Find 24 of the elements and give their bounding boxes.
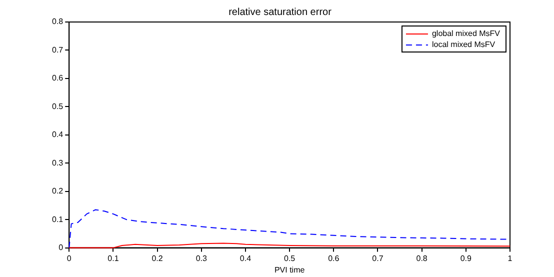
x-tick-label: 0.2: [152, 254, 164, 263]
y-tick-label: 0.3: [52, 158, 64, 168]
x-tick-label: 0.5: [284, 254, 296, 263]
x-tick-label: 0.3: [196, 254, 208, 263]
x-tick-label: 0.7: [372, 254, 384, 263]
x-tick-label: 1: [508, 254, 513, 263]
x-axis-title: PVI time: [274, 265, 306, 274]
y-tick-label: 0.6: [52, 74, 64, 83]
x-tick-label: 0.8: [416, 254, 428, 263]
x-tick-label: 0.1: [108, 254, 120, 263]
legend-label: local mixed MsFV: [432, 40, 496, 50]
chart-title: relative saturation error: [228, 6, 332, 18]
y-tick-label: 0.8: [52, 17, 64, 26]
y-tick-label: 0.5: [52, 102, 64, 111]
y-tick-label: 0.2: [52, 186, 64, 196]
x-tick-label: 0: [66, 254, 72, 263]
x-tick-label: 0.9: [460, 254, 472, 263]
legend-label: global mixed MsFV: [432, 29, 501, 38]
y-tick-label: 0.7: [52, 45, 64, 54]
y-tick-label: 0.4: [52, 130, 64, 140]
x-tick-label: 0.6: [328, 254, 340, 263]
y-tick-label: 0: [58, 243, 64, 252]
x-tick-label: 0.4: [240, 254, 252, 263]
y-tick-label: 0.1: [52, 214, 64, 224]
